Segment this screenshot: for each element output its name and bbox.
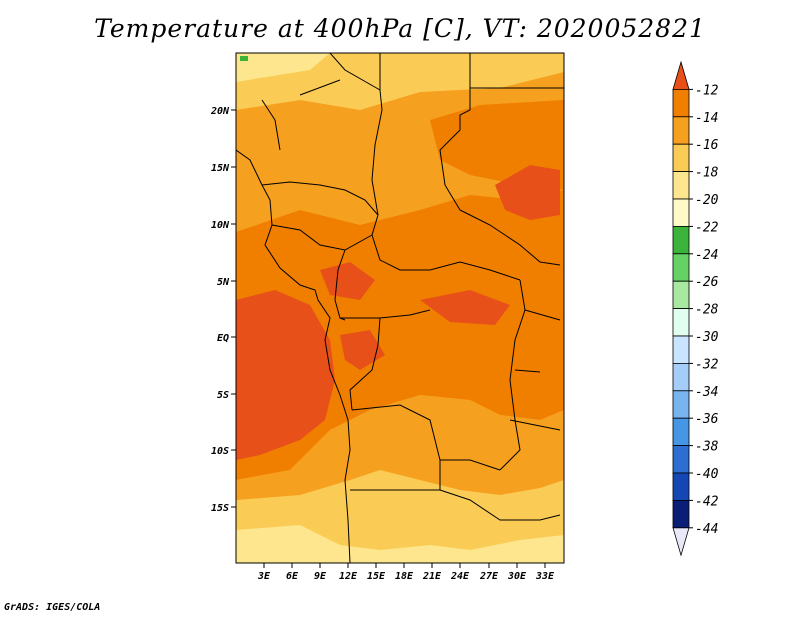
lat-label: 20N <box>210 106 230 117</box>
colorbar-swatch <box>672 390 690 419</box>
border-car <box>371 234 521 281</box>
colorbar-label: -18 <box>695 166 719 181</box>
lon-label: 12E <box>339 571 358 582</box>
field-sudan-warm <box>495 165 560 220</box>
lon-label: 6E <box>286 571 299 582</box>
lon-label: 33E <box>535 571 555 582</box>
colorbar-label: -30 <box>695 330 719 345</box>
colorbar-label: -16 <box>695 138 719 153</box>
border-congo <box>349 317 381 411</box>
colorbar-swatch <box>672 445 690 474</box>
border-angola <box>351 404 501 471</box>
field-cameroon-warm <box>320 262 375 300</box>
border-north-central <box>371 53 383 216</box>
lon-label: 15E <box>367 571 386 582</box>
colorbar-bottom-arrow <box>672 527 690 557</box>
colorbar-swatch <box>672 89 690 118</box>
colorbar-swatch <box>672 143 690 172</box>
colorbar-label: -12 <box>695 83 719 98</box>
temperature-field <box>236 53 564 563</box>
colorbar-label: -34 <box>695 385 718 400</box>
field-south-pale <box>236 525 564 563</box>
lat-label: 10N <box>211 220 230 231</box>
colorbar-label: -28 <box>695 303 719 318</box>
colorbar-label: -40 <box>695 467 719 482</box>
colorbar-top-arrow <box>672 60 690 90</box>
colorbar-label: -14 <box>695 111 718 126</box>
field-gabon-warm <box>340 330 385 370</box>
colorbar: -12 -14 -16 -18 -20 -22 -24 -26 -28 -30 -32 -34 -36 -… <box>672 60 719 557</box>
colorbar-swatch <box>672 198 690 227</box>
lon-label: 30E <box>507 571 527 582</box>
coastlines-borders <box>236 53 564 563</box>
colorbar-label: -38 <box>695 440 719 455</box>
colorbar-swatch <box>672 417 690 447</box>
lon-label: 3E <box>257 571 271 582</box>
lon-label: 27E <box>479 571 499 582</box>
lat-label: 5N <box>217 277 230 288</box>
colorbar-label: -26 <box>695 275 719 290</box>
border-libya <box>439 53 471 211</box>
lat-label: 15N <box>211 163 230 174</box>
border-cameroon <box>334 249 346 321</box>
border-gabon-north <box>340 309 431 319</box>
colorbar-swatch <box>672 499 690 529</box>
border-namibia <box>350 460 441 491</box>
lat-label: 10S <box>211 446 229 457</box>
lon-label: 9E <box>314 571 327 582</box>
lat-axis: 20N 15N 10N 5N EQ 5S 10S 15S <box>210 106 236 514</box>
map-frame <box>235 52 565 564</box>
colorbar-swatch <box>672 362 690 392</box>
colorbar-label: -42 <box>695 494 719 509</box>
border-nigeria <box>271 224 373 251</box>
field-congo-warm <box>420 290 510 325</box>
field-green-speck <box>240 56 248 61</box>
colorbar-swatch <box>672 308 690 337</box>
border-sudan <box>459 209 561 266</box>
border-niger <box>329 53 381 91</box>
colorbar-swatch <box>672 253 690 282</box>
colorbar-label: -32 <box>695 357 719 372</box>
colorbar-label: -20 <box>695 193 719 208</box>
lon-label: 21E <box>422 571 442 582</box>
border-great-lakes <box>509 309 561 431</box>
lat-label: 15S <box>211 503 229 514</box>
lat-label: EQ <box>217 333 229 344</box>
colorbar-swatch <box>672 116 690 145</box>
chart-title: Temperature at 400hPa [C], VT: 202005282… <box>94 14 706 43</box>
colorbar-label: -36 <box>695 412 719 427</box>
colorbar-label: -44 <box>695 522 718 537</box>
lon-axis: 3E 6E 9E 12E 15E 18E 21E 24E 27E 30E 33E <box>257 563 555 582</box>
colorbar-swatch <box>672 225 690 255</box>
colorbar-swatch <box>672 280 690 310</box>
colorbar-swatch <box>672 171 690 200</box>
field-atlantic-warm <box>236 290 335 460</box>
colorbar-label: -24 <box>695 248 718 263</box>
colorbar-swatch <box>672 335 690 364</box>
grads-credit: GrADS: IGES/COLA <box>4 602 101 613</box>
colorbar-label: -22 <box>695 220 719 235</box>
lon-label: 24E <box>450 571 470 582</box>
colorbar-swatch <box>672 472 690 501</box>
field-north-pale <box>236 53 330 82</box>
border-zambia <box>439 489 561 521</box>
field-north-light <box>236 53 564 110</box>
lat-label: 5S <box>217 390 229 401</box>
lon-label: 18E <box>395 571 414 582</box>
coastline-west <box>236 149 351 563</box>
border-west-sahara <box>261 79 341 151</box>
